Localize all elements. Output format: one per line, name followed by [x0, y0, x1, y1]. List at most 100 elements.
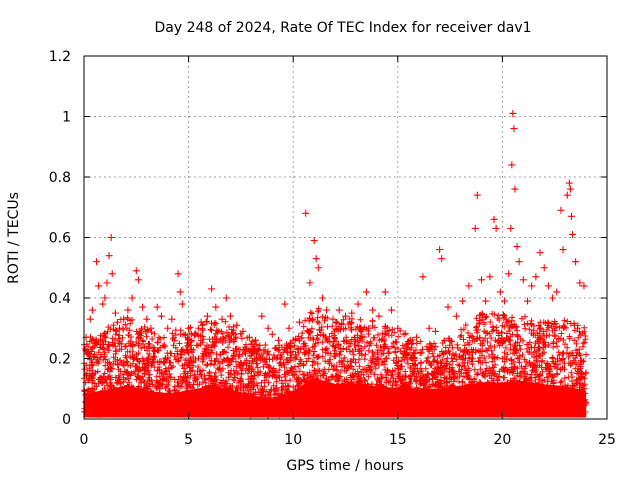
data-point-marker: [528, 282, 536, 290]
data-point-marker: [465, 282, 473, 290]
data-point-marker: [318, 294, 326, 302]
data-point-marker: [264, 324, 272, 332]
x-tick-label: 5: [184, 432, 193, 448]
data-point-marker: [116, 324, 124, 332]
data-point-marker: [168, 315, 176, 323]
data-point-marker: [312, 255, 320, 263]
data-point-marker: [285, 324, 293, 332]
data-point-marker: [572, 258, 580, 266]
data-point-marker: [99, 300, 107, 308]
data-point-marker: [406, 336, 414, 344]
data-point-marker: [511, 185, 519, 193]
x-tick-labels: 0 5 10 15 20 25: [80, 432, 616, 448]
dense-data-band: [81, 305, 590, 420]
x-tick-label: 10: [284, 432, 302, 448]
data-point-marker: [128, 294, 136, 302]
data-point-marker: [147, 324, 155, 332]
data-point-marker: [93, 258, 101, 266]
data-point-marker: [388, 306, 396, 314]
data-point-marker: [425, 324, 433, 332]
data-point-marker: [203, 312, 211, 320]
data-point-marker: [452, 312, 460, 320]
y-tick-label: 1.2: [49, 49, 71, 65]
data-point-marker: [157, 312, 165, 320]
data-point-marker: [369, 306, 377, 314]
x-tick-label: 0: [80, 432, 89, 448]
data-point-marker: [95, 282, 103, 290]
data-point-marker: [557, 206, 565, 214]
data-point-marker: [108, 270, 116, 278]
data-point-marker: [302, 209, 310, 217]
data-point-marker: [306, 279, 314, 287]
data-point-marker: [226, 312, 234, 320]
data-point-marker: [233, 321, 241, 329]
data-point-marker: [519, 276, 527, 284]
data-point-marker: [508, 161, 516, 169]
data-point-marker: [540, 264, 548, 272]
data-point-marker: [486, 273, 494, 281]
y-tick-label: 0.8: [49, 170, 71, 186]
data-point-marker: [580, 282, 588, 290]
data-point-marker: [310, 237, 318, 245]
data-points: [82, 109, 588, 344]
data-point-marker: [174, 270, 182, 278]
data-point-marker: [536, 249, 544, 257]
data-point-marker: [139, 303, 147, 311]
data-point-marker: [431, 327, 439, 335]
data-point-marker: [289, 336, 297, 344]
data-point-marker: [576, 279, 584, 287]
data-point-marker: [532, 273, 540, 281]
data-point-marker: [111, 309, 119, 317]
dense-base-fill: [84, 378, 587, 418]
data-point-marker: [132, 267, 140, 275]
data-point-marker: [500, 297, 508, 305]
data-point-marker: [505, 270, 513, 278]
data-point-marker: [381, 288, 389, 296]
data-point-marker: [218, 315, 226, 323]
data-point-marker: [549, 294, 557, 302]
data-point-marker: [559, 246, 567, 254]
data-point-marker: [239, 327, 247, 335]
data-point-marker: [524, 297, 532, 305]
data-point-marker: [222, 294, 230, 302]
data-point-marker: [553, 288, 561, 296]
data-point-marker: [507, 224, 515, 232]
data-point-marker: [567, 212, 575, 220]
data-point-marker: [444, 303, 452, 311]
data-point-marker: [513, 243, 521, 251]
y-axis-title: ROTI / TECUs: [6, 192, 22, 284]
data-point-marker: [107, 234, 115, 241]
y-tick-label: 0.4: [49, 291, 71, 307]
data-point-marker: [124, 306, 132, 314]
data-point-marker: [86, 315, 94, 323]
y-tick-label: 0: [62, 412, 71, 428]
data-point-marker: [477, 276, 485, 284]
data-point-marker: [568, 230, 576, 238]
data-point-marker: [496, 288, 504, 296]
data-point-marker: [375, 312, 383, 320]
data-point-marker: [362, 288, 370, 296]
data-point-marker: [275, 336, 283, 344]
data-point-marker: [438, 255, 446, 263]
data-point-marker: [185, 324, 193, 332]
data-point-marker: [258, 312, 266, 320]
y-tick-labels: 0 0.2 0.4 0.6 0.8 1 1.2: [49, 49, 71, 428]
data-point-marker: [565, 179, 573, 187]
data-point-marker: [544, 282, 552, 290]
y-tick-label: 0.6: [49, 231, 71, 247]
data-point-marker: [197, 318, 205, 326]
data-point-marker: [176, 288, 184, 296]
data-point-marker: [143, 315, 151, 323]
data-point-marker: [419, 273, 427, 281]
data-point-marker: [473, 191, 481, 199]
data-point-marker: [191, 330, 199, 338]
data-point-marker: [164, 324, 172, 332]
data-point-marker: [342, 312, 349, 320]
data-point-marker: [413, 333, 421, 341]
data-point-marker: [482, 297, 490, 305]
data-point-marker: [354, 300, 362, 308]
data-point-marker: [295, 318, 303, 326]
data-point-marker: [335, 306, 343, 314]
data-point-marker: [314, 264, 322, 272]
